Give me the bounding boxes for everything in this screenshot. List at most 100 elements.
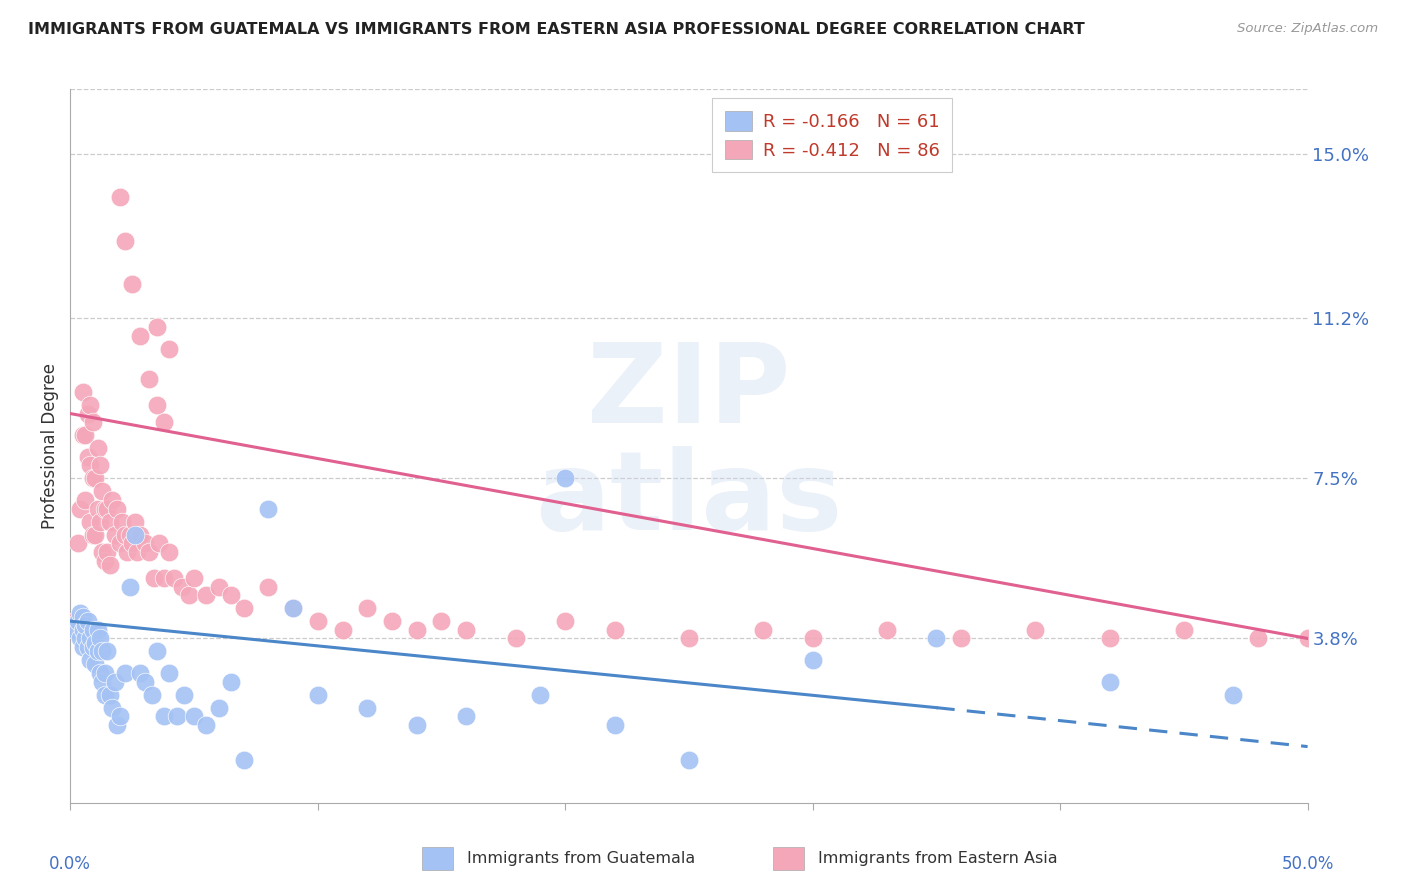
Text: 50.0%: 50.0% — [1281, 855, 1334, 872]
Point — [456, 709, 478, 723]
Point — [79, 398, 101, 412]
Point — [94, 666, 117, 681]
Point — [529, 688, 551, 702]
Point — [114, 666, 136, 681]
Point — [115, 545, 138, 559]
Point — [84, 471, 107, 485]
Point — [876, 623, 898, 637]
Point — [84, 527, 107, 541]
Point — [801, 653, 824, 667]
Point — [678, 632, 700, 646]
Point — [166, 709, 188, 723]
Point — [128, 328, 150, 343]
Point — [208, 700, 231, 714]
Legend: R = -0.166   N = 61, R = -0.412   N = 86: R = -0.166 N = 61, R = -0.412 N = 86 — [711, 98, 952, 172]
Point — [307, 614, 329, 628]
Point — [76, 640, 98, 654]
Point — [1098, 674, 1121, 689]
Point — [1024, 623, 1046, 637]
Point — [72, 623, 94, 637]
Point — [603, 623, 626, 637]
Point — [356, 601, 378, 615]
Text: atlas: atlas — [536, 446, 842, 553]
Point — [98, 688, 121, 702]
Point — [79, 458, 101, 473]
Point — [925, 632, 948, 646]
Point — [105, 501, 128, 516]
Point — [72, 428, 94, 442]
Point — [1222, 688, 1244, 702]
Point — [69, 632, 91, 646]
Point — [86, 623, 108, 637]
Point — [405, 623, 427, 637]
Text: Source: ZipAtlas.com: Source: ZipAtlas.com — [1237, 22, 1378, 36]
Point — [91, 545, 114, 559]
Point — [75, 618, 97, 632]
Point — [153, 709, 176, 723]
Point — [138, 545, 160, 559]
Point — [86, 644, 108, 658]
Point — [148, 536, 170, 550]
Point — [108, 190, 131, 204]
Point — [114, 234, 136, 248]
Point — [678, 753, 700, 767]
Point — [65, 614, 87, 628]
Point — [76, 450, 98, 464]
Point — [1098, 632, 1121, 646]
Point — [430, 614, 453, 628]
Point — [153, 415, 176, 429]
Point — [173, 688, 195, 702]
Point — [183, 571, 205, 585]
Point — [82, 471, 104, 485]
Point — [82, 527, 104, 541]
Point — [281, 601, 304, 615]
Point — [91, 644, 114, 658]
Point — [114, 527, 136, 541]
Point — [128, 666, 150, 681]
Point — [118, 580, 141, 594]
Point — [82, 623, 104, 637]
Point — [146, 320, 169, 334]
Point — [146, 398, 169, 412]
Text: Immigrants from Eastern Asia: Immigrants from Eastern Asia — [818, 851, 1057, 866]
Point — [138, 372, 160, 386]
Text: 0.0%: 0.0% — [49, 855, 91, 872]
Point — [456, 623, 478, 637]
Point — [1296, 632, 1319, 646]
Point — [183, 709, 205, 723]
Point — [108, 709, 131, 723]
Point — [232, 601, 254, 615]
Point — [356, 700, 378, 714]
Point — [79, 632, 101, 646]
Point — [1173, 623, 1195, 637]
Point — [134, 674, 156, 689]
Point — [75, 493, 97, 508]
Point — [950, 632, 973, 646]
Point — [157, 666, 180, 681]
Point — [554, 471, 576, 485]
Point — [118, 527, 141, 541]
Point — [603, 718, 626, 732]
Point — [505, 632, 527, 646]
Point — [121, 536, 143, 550]
Point — [134, 536, 156, 550]
Point — [86, 501, 108, 516]
Point — [801, 632, 824, 646]
Point — [104, 527, 127, 541]
Point — [79, 653, 101, 667]
Point — [232, 753, 254, 767]
Point — [75, 632, 97, 646]
Point — [84, 657, 107, 672]
Point — [82, 640, 104, 654]
Point — [96, 644, 118, 658]
Point — [69, 501, 91, 516]
Point — [405, 718, 427, 732]
Point — [72, 610, 94, 624]
Point — [195, 718, 218, 732]
Point — [65, 623, 87, 637]
Point — [89, 666, 111, 681]
Point — [108, 536, 131, 550]
Y-axis label: Professional Degree: Professional Degree — [41, 363, 59, 529]
Point — [195, 588, 218, 602]
Point — [104, 674, 127, 689]
